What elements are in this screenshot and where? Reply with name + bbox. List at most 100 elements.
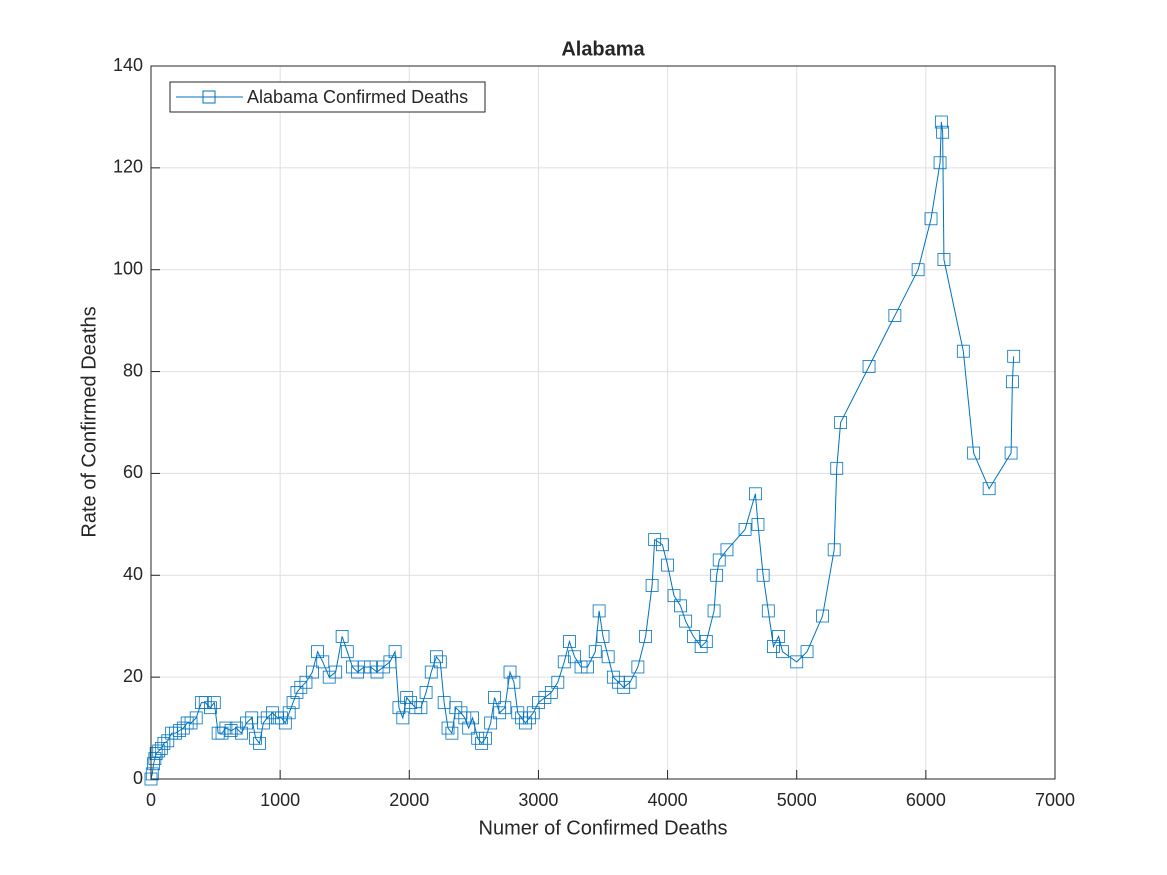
data-marker: [357, 660, 371, 674]
data-marker: [699, 635, 713, 648]
data-marker: [687, 630, 700, 643]
data-marker: [674, 599, 687, 613]
data-marker: [383, 655, 397, 669]
data-marker: [751, 517, 765, 531]
y-tick-label: 0: [133, 768, 143, 788]
data-marker: [568, 650, 581, 664]
data-marker: [176, 721, 190, 735]
data-marker: [161, 734, 175, 748]
data-marker: [679, 614, 693, 628]
data-marker: [219, 721, 233, 735]
data-marker: [617, 680, 631, 694]
data-marker: [329, 665, 343, 679]
data-marker: [240, 716, 253, 730]
data-marker: [364, 660, 377, 674]
data-marker: [694, 640, 708, 653]
data-marker: [526, 706, 540, 720]
data-marker: [154, 742, 168, 755]
data-marker: [340, 645, 354, 659]
data-marker: [306, 665, 319, 679]
data-marker: [198, 696, 212, 710]
data-marker: [316, 655, 330, 669]
data-marker: [538, 691, 552, 704]
data-marker: [299, 675, 313, 689]
data-marker: [936, 125, 950, 139]
data-marker: [396, 711, 410, 725]
data-marker: [484, 716, 498, 730]
data-marker: [720, 543, 734, 557]
data-marker: [924, 212, 938, 226]
data-marker: [645, 579, 659, 592]
data-marker: [588, 645, 602, 659]
data-marker: [449, 701, 463, 715]
data-marker: [278, 716, 292, 730]
x-tick-label: 4000: [648, 790, 688, 810]
data-marker: [827, 543, 841, 557]
data-marker: [982, 482, 996, 496]
data-marker: [532, 696, 545, 710]
data-marker: [253, 736, 266, 750]
data-marker: [563, 635, 576, 648]
data-marker: [816, 609, 829, 623]
data-marker: [707, 604, 721, 618]
data-marker: [596, 630, 610, 643]
data-marker: [507, 675, 521, 689]
data-marker: [215, 726, 229, 740]
x-tick-label: 3000: [518, 790, 558, 810]
x-tick-label: 5000: [777, 790, 817, 810]
data-marker: [756, 568, 770, 582]
data-marker: [800, 645, 814, 659]
data-marker: [169, 726, 182, 740]
data-marker: [581, 660, 594, 674]
data-marker: [592, 604, 606, 618]
y-tick-label: 100: [113, 258, 143, 278]
legend-label: Alabama Confirmed Deaths: [247, 87, 468, 107]
data-marker: [488, 691, 501, 704]
data-marker: [911, 263, 925, 277]
x-tick-label: 0: [146, 790, 156, 810]
data-marker: [414, 701, 428, 715]
data-marker: [639, 630, 653, 643]
data-marker: [544, 686, 558, 699]
data-marker: [656, 538, 669, 552]
data-marker: [479, 731, 492, 745]
data-marker: [189, 711, 203, 725]
data-marker: [204, 701, 217, 715]
data-marker: [430, 650, 443, 664]
data-marker: [148, 752, 162, 766]
data-marker: [388, 645, 402, 659]
data-marker: [606, 670, 620, 684]
data-marker: [772, 630, 786, 643]
data-marker: [888, 309, 902, 322]
data-marker: [790, 655, 804, 669]
x-tick-label: 2000: [389, 790, 429, 810]
chart-title: Alabama: [561, 38, 645, 60]
y-tick-label: 120: [113, 157, 143, 177]
data-marker: [1005, 375, 1019, 389]
data-marker: [441, 721, 455, 735]
data-marker: [335, 630, 349, 643]
axes-box: [150, 65, 1056, 780]
data-marker: [522, 711, 536, 725]
data-marker: [145, 767, 159, 781]
data-marker: [275, 711, 288, 725]
data-marker: [256, 716, 270, 730]
data-marker: [710, 568, 724, 582]
data-marker: [173, 724, 186, 738]
legend: Alabama Confirmed Deaths: [169, 81, 486, 113]
data-marker: [322, 670, 336, 684]
y-tick-label: 60: [123, 462, 143, 482]
data-marker: [551, 675, 565, 689]
data-marker: [370, 665, 384, 679]
y-tick-label: 20: [123, 666, 143, 686]
legend-marker: [202, 90, 216, 104]
x-tick-label: 6000: [906, 790, 946, 810]
data-marker: [433, 655, 447, 669]
data-marker: [601, 650, 615, 664]
x-tick-label: 7000: [1035, 790, 1075, 810]
data-marker: [207, 696, 221, 710]
data-marker: [631, 660, 645, 674]
data-marker: [933, 156, 947, 170]
data-marker: [956, 344, 970, 358]
